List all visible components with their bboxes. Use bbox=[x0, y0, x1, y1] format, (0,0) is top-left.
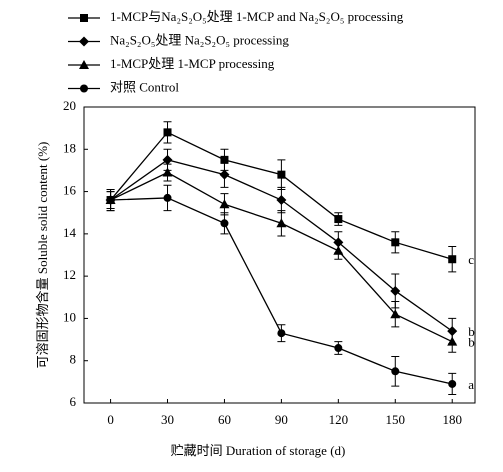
plot-frame bbox=[83, 106, 476, 404]
x-tick-label: 120 bbox=[329, 412, 349, 427]
marker bbox=[447, 336, 458, 346]
marker bbox=[79, 60, 89, 69]
x-tick-label: 180 bbox=[442, 412, 462, 427]
annotation: c bbox=[468, 252, 474, 267]
y-tick-label: 6 bbox=[70, 394, 77, 409]
marker bbox=[219, 169, 230, 180]
x-tick-label: 60 bbox=[218, 412, 231, 427]
marker bbox=[80, 84, 88, 93]
x-axis-label: 贮藏时间 Duration of storage (d) bbox=[171, 443, 346, 458]
marker bbox=[391, 367, 400, 376]
x-tick-label: 90 bbox=[275, 412, 288, 427]
legend-label: 对照 Control bbox=[110, 79, 179, 94]
y-tick-label: 16 bbox=[63, 183, 77, 198]
x-tick-label: 0 bbox=[107, 412, 114, 427]
marker bbox=[79, 36, 89, 47]
marker bbox=[106, 196, 115, 205]
marker bbox=[277, 170, 286, 179]
y-axis-label: 可溶固形物含量 Soluble solid content (%) bbox=[35, 142, 50, 369]
annotation: b bbox=[468, 335, 475, 350]
marker bbox=[390, 309, 401, 319]
marker bbox=[333, 245, 344, 255]
marker bbox=[220, 155, 229, 164]
marker bbox=[448, 255, 457, 264]
marker bbox=[334, 215, 343, 224]
marker bbox=[162, 167, 173, 177]
y-tick-label: 14 bbox=[63, 225, 77, 240]
marker bbox=[80, 14, 88, 22]
annotation: b bbox=[468, 324, 475, 339]
marker bbox=[276, 218, 287, 228]
marker bbox=[276, 195, 287, 206]
x-tick-label: 150 bbox=[386, 412, 406, 427]
marker bbox=[277, 329, 286, 338]
marker bbox=[334, 344, 343, 353]
marker bbox=[163, 128, 172, 137]
x-tick-label: 30 bbox=[161, 412, 174, 427]
marker bbox=[390, 285, 401, 296]
marker bbox=[162, 154, 173, 165]
marker bbox=[448, 379, 457, 388]
y-tick-label: 20 bbox=[63, 98, 76, 113]
marker bbox=[220, 219, 229, 228]
marker bbox=[391, 238, 400, 247]
y-tick-label: 10 bbox=[63, 309, 76, 324]
legend-label: Na₂S₂O₅处理 Na₂S₂O₅ processing bbox=[110, 32, 289, 47]
y-tick-label: 18 bbox=[63, 140, 76, 155]
legend-label: 1-MCP与Na₂S₂O₅处理 1-MCP and Na₂S₂O₅ proces… bbox=[110, 9, 404, 24]
annotation: a bbox=[468, 377, 474, 392]
marker bbox=[163, 193, 172, 202]
legend-label: 1-MCP处理 1-MCP processing bbox=[110, 56, 275, 71]
marker bbox=[219, 199, 230, 209]
y-tick-label: 8 bbox=[70, 352, 77, 367]
y-tick-label: 12 bbox=[63, 267, 76, 282]
